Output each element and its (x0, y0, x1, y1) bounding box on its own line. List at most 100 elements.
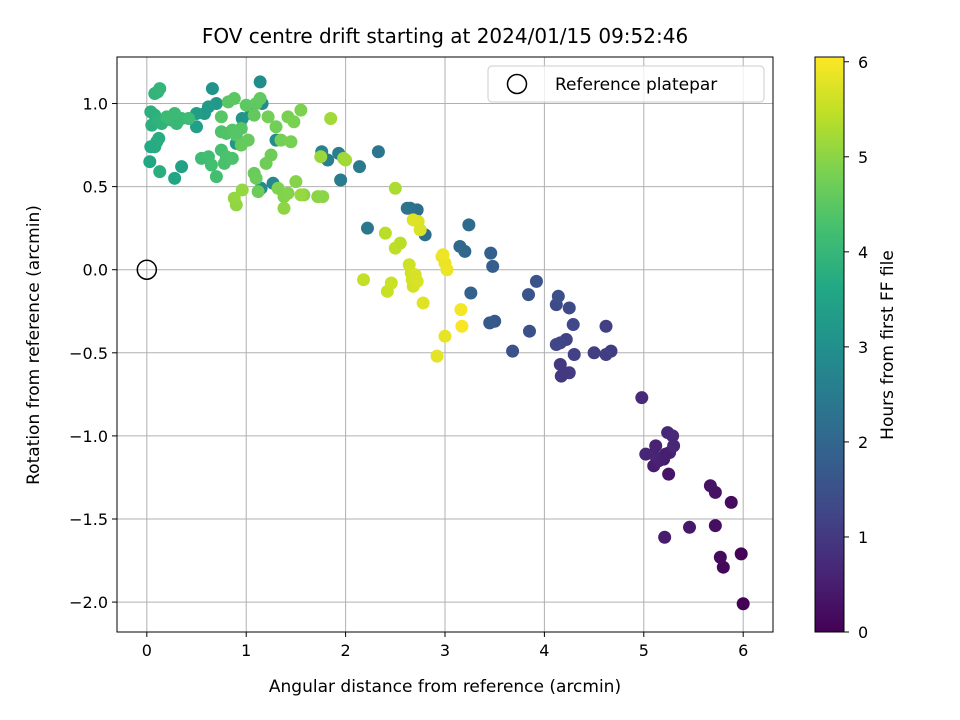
legend: Reference platepar (487, 65, 765, 103)
colorbar-tick-label: 4 (858, 243, 868, 262)
y-tick-label: 0.5 (83, 178, 108, 197)
colorbar-tick-label: 1 (858, 528, 868, 547)
data-point (209, 170, 223, 184)
data-point (440, 263, 454, 277)
data-point (334, 173, 348, 187)
data-point (269, 120, 283, 134)
data-point (153, 165, 167, 179)
data-point (666, 429, 680, 443)
colorbar-ticks: 0 1 2 3 4 5 6 (844, 53, 868, 642)
data-point (388, 181, 402, 195)
data-point (205, 82, 219, 96)
data-point (522, 324, 536, 338)
colorbar-tick-label: 5 (858, 148, 868, 167)
data-point (235, 111, 249, 125)
data-point (393, 236, 407, 250)
y-tick-label: 0.0 (83, 261, 108, 280)
data-point (464, 286, 478, 300)
data-point (247, 108, 261, 122)
y-tick-label: −0.5 (69, 344, 108, 363)
data-point (289, 175, 303, 189)
data-point (708, 519, 722, 533)
data-point (551, 289, 565, 303)
data-point (160, 110, 174, 124)
colorbar-tick-label: 6 (858, 53, 868, 72)
x-axis-ticks: 0 1 2 3 4 5 6 (142, 632, 748, 660)
data-point (204, 158, 218, 172)
x-tick-label: 1 (241, 641, 251, 660)
data-point (339, 153, 353, 167)
data-point (284, 135, 298, 149)
colorbar-gradient (814, 56, 845, 633)
data-point (438, 329, 452, 343)
data-point (406, 213, 420, 227)
data-point (599, 319, 613, 333)
data-point (713, 550, 727, 564)
colorbar: 0 1 2 3 4 5 6 Hours from first FF file (814, 53, 898, 642)
data-point (486, 259, 500, 273)
data-point (683, 520, 697, 534)
data-point (659, 447, 673, 461)
data-point (453, 239, 467, 253)
data-point (736, 597, 750, 611)
y-axis-label: Rotation from reference (arcmin) (24, 205, 44, 485)
data-point (360, 221, 374, 235)
y-axis-ticks: −2.0 −1.5 −1.0 −0.5 0.0 0.5 1.0 (69, 95, 117, 612)
data-point (734, 547, 748, 561)
data-point (416, 296, 430, 310)
data-point (227, 92, 241, 106)
data-point (549, 338, 563, 351)
y-tick-label: −1.5 (69, 510, 108, 529)
data-point (567, 347, 581, 361)
data-point (400, 201, 414, 215)
data-point (241, 133, 255, 147)
data-point (277, 201, 291, 215)
data-point (227, 191, 241, 205)
data-point (436, 248, 450, 262)
data-point (253, 75, 267, 89)
data-point (356, 273, 370, 287)
data-point (483, 316, 497, 330)
data-point (314, 150, 328, 164)
data-point (662, 467, 676, 481)
data-point (724, 495, 738, 509)
data-point (182, 111, 196, 125)
x-tick-label: 0 (142, 641, 152, 660)
x-tick-label: 6 (738, 641, 748, 660)
y-tick-label: 1.0 (83, 95, 108, 114)
data-point (239, 98, 253, 112)
reference-marker-group (136, 259, 158, 280)
data-point (152, 131, 166, 145)
chart-title: FOV centre drift starting at 2024/01/15 … (202, 24, 688, 48)
data-point (294, 103, 308, 117)
data-point (253, 92, 267, 106)
data-point (562, 301, 576, 315)
data-point (264, 148, 278, 162)
x-tick-label: 4 (539, 641, 549, 660)
data-point (484, 246, 498, 260)
data-point (235, 183, 249, 197)
data-point (353, 160, 367, 174)
x-axis-label: Angular distance from reference (arcmin) (269, 677, 621, 697)
data-point (410, 274, 424, 288)
data-point (599, 347, 613, 361)
data-point (430, 349, 444, 363)
data-point (371, 145, 385, 159)
data-point (316, 190, 330, 204)
x-tick-label: 5 (639, 641, 649, 660)
y-tick-label: −2.0 (69, 593, 108, 612)
colorbar-tick-label: 2 (858, 433, 868, 452)
data-point (587, 346, 601, 360)
y-tick-label: −1.0 (69, 427, 108, 446)
data-point (667, 439, 681, 453)
data-point (384, 276, 398, 290)
colorbar-tick-label: 0 (858, 623, 868, 642)
data-point (190, 120, 204, 134)
data-point (455, 319, 469, 333)
reference-platepar-marker (136, 259, 158, 280)
plot-area: 0 1 2 3 4 5 6 −2.0 −1.5 −1.0 −0.5 0.0 0.5 1.0 (69, 56, 774, 660)
colorbar-tick-label: 3 (858, 338, 868, 357)
data-point (274, 133, 288, 147)
data-point (143, 155, 157, 169)
